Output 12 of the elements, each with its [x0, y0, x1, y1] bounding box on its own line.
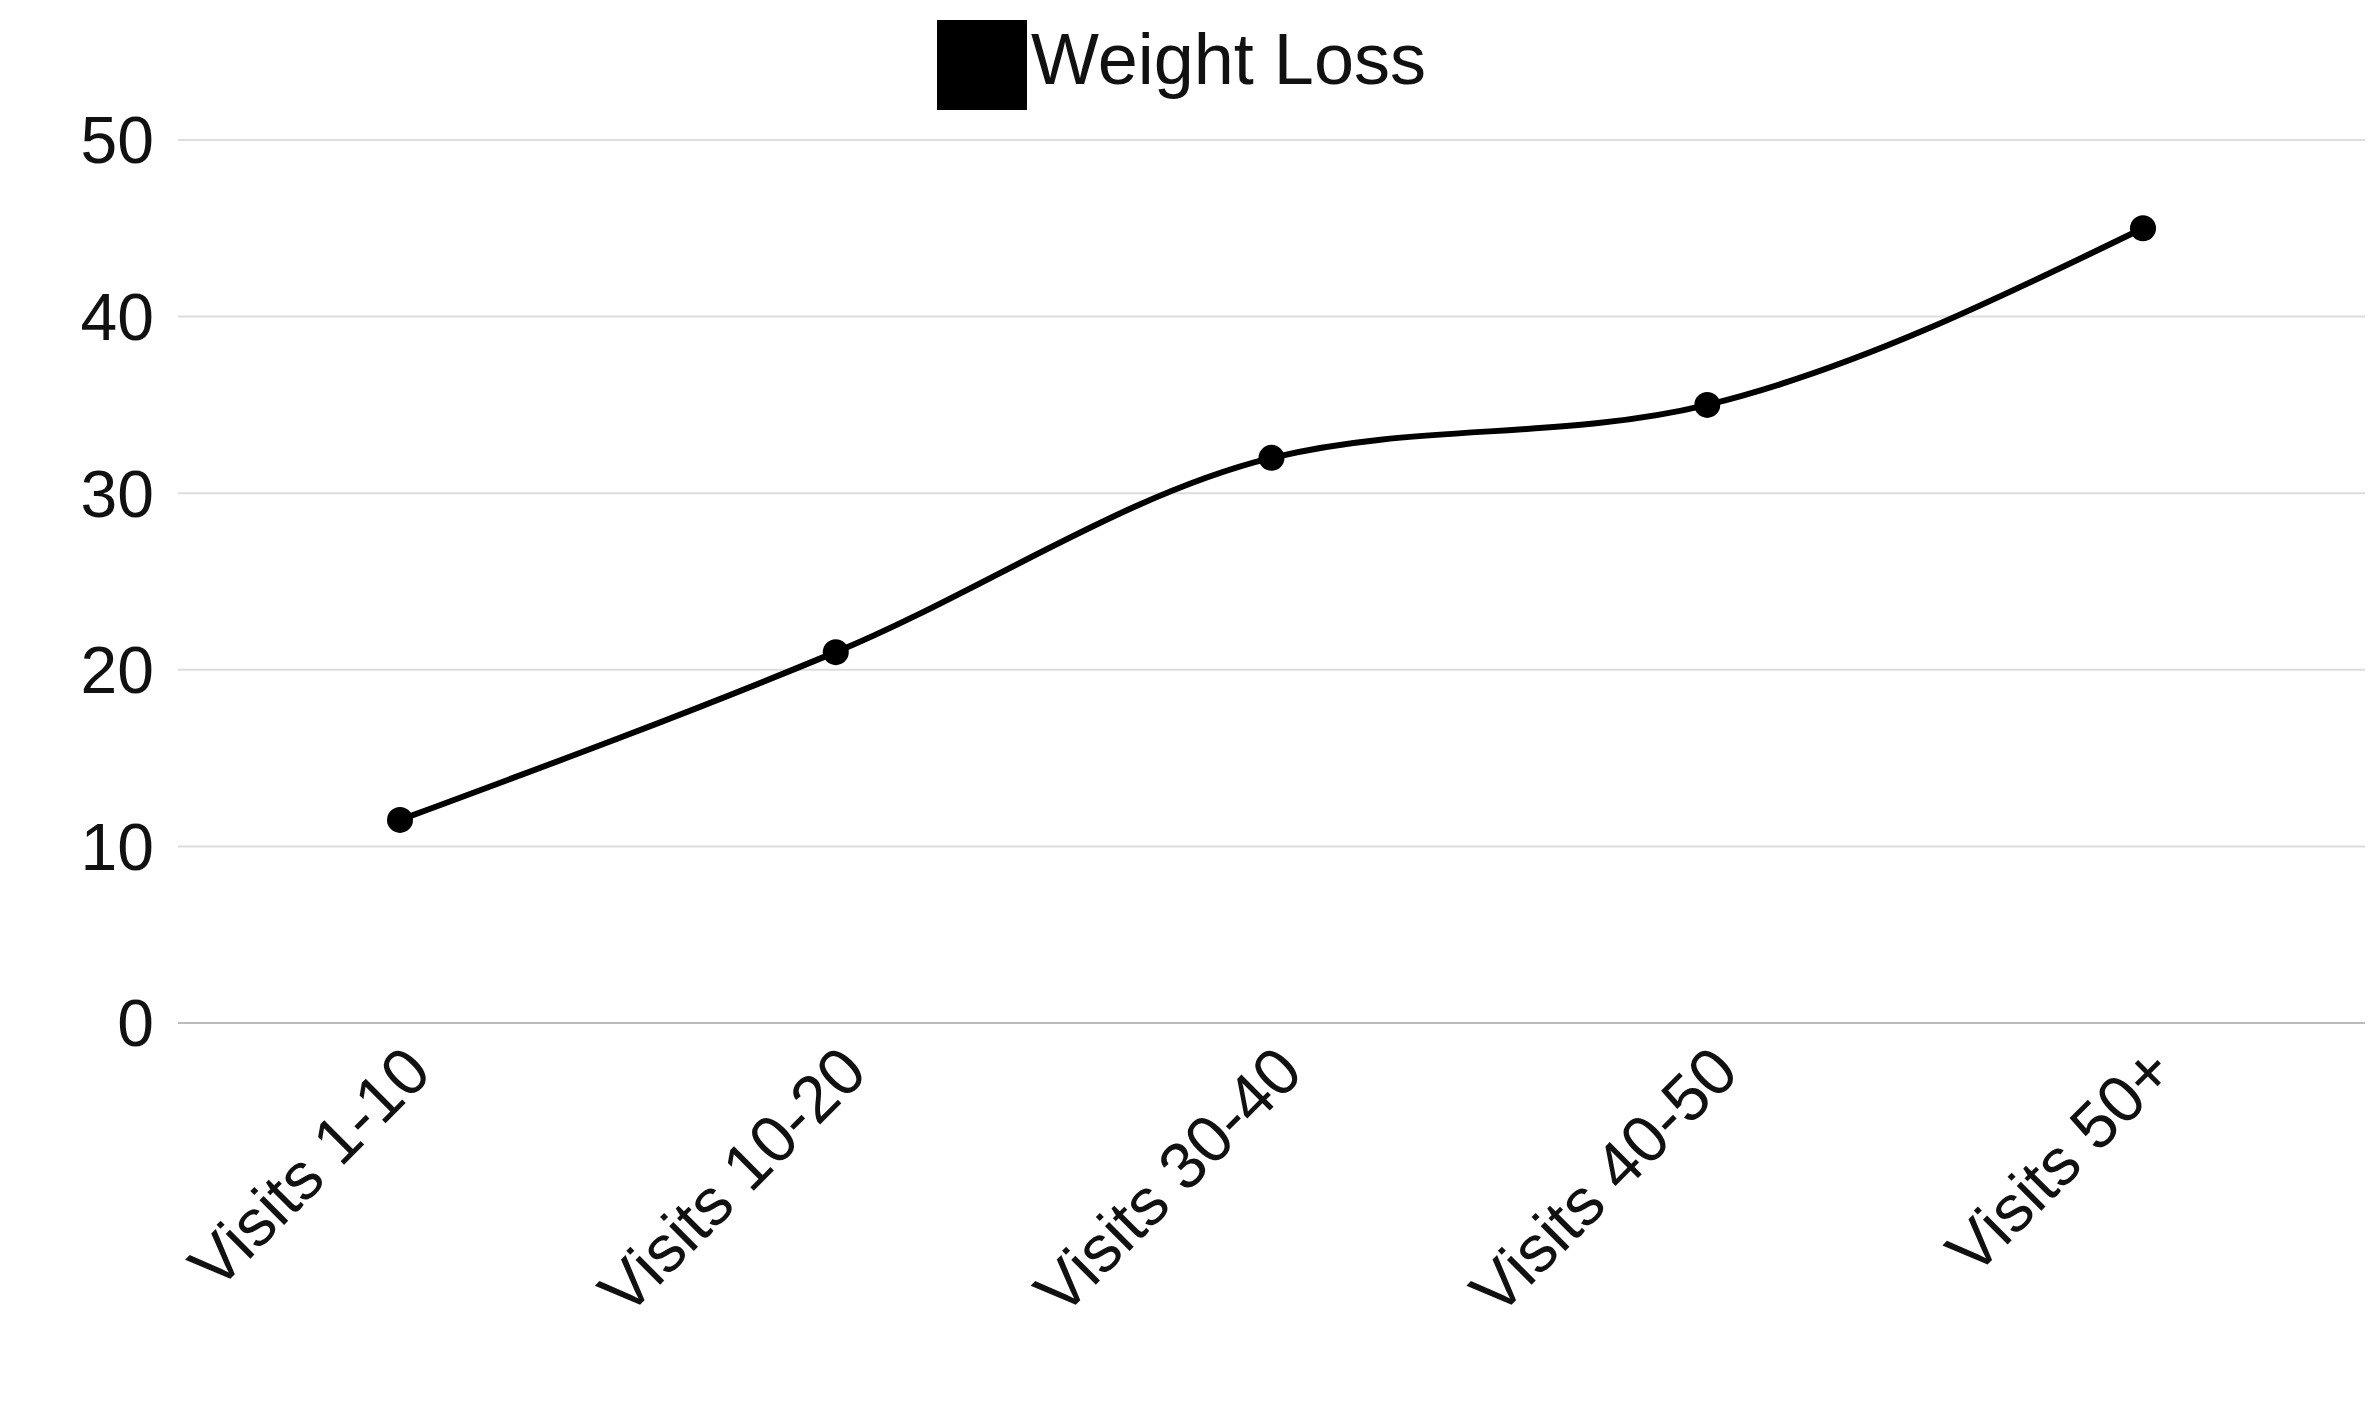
y-tick-label: 50 — [80, 103, 154, 178]
y-tick-label: 0 — [117, 986, 154, 1061]
y-tick-label: 40 — [80, 280, 154, 355]
y-tick-label: 30 — [80, 456, 154, 531]
y-tick-label: 20 — [80, 633, 154, 708]
point — [1694, 391, 1721, 418]
legend-label: Weight Loss — [1031, 19, 1426, 99]
point — [387, 806, 413, 833]
point — [822, 639, 849, 666]
y-tick-label: 10 — [80, 809, 154, 884]
point — [1258, 444, 1285, 471]
point — [2130, 215, 2156, 242]
